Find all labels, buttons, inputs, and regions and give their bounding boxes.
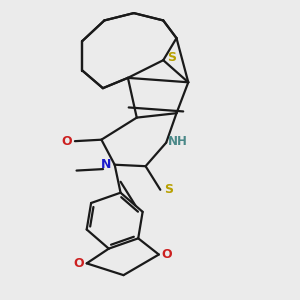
Text: O: O	[61, 135, 72, 148]
Text: O: O	[73, 257, 84, 270]
Text: O: O	[162, 248, 172, 261]
Text: S: S	[164, 183, 173, 196]
Text: NH: NH	[167, 135, 187, 148]
Text: N: N	[101, 158, 112, 171]
Text: S: S	[167, 51, 176, 64]
